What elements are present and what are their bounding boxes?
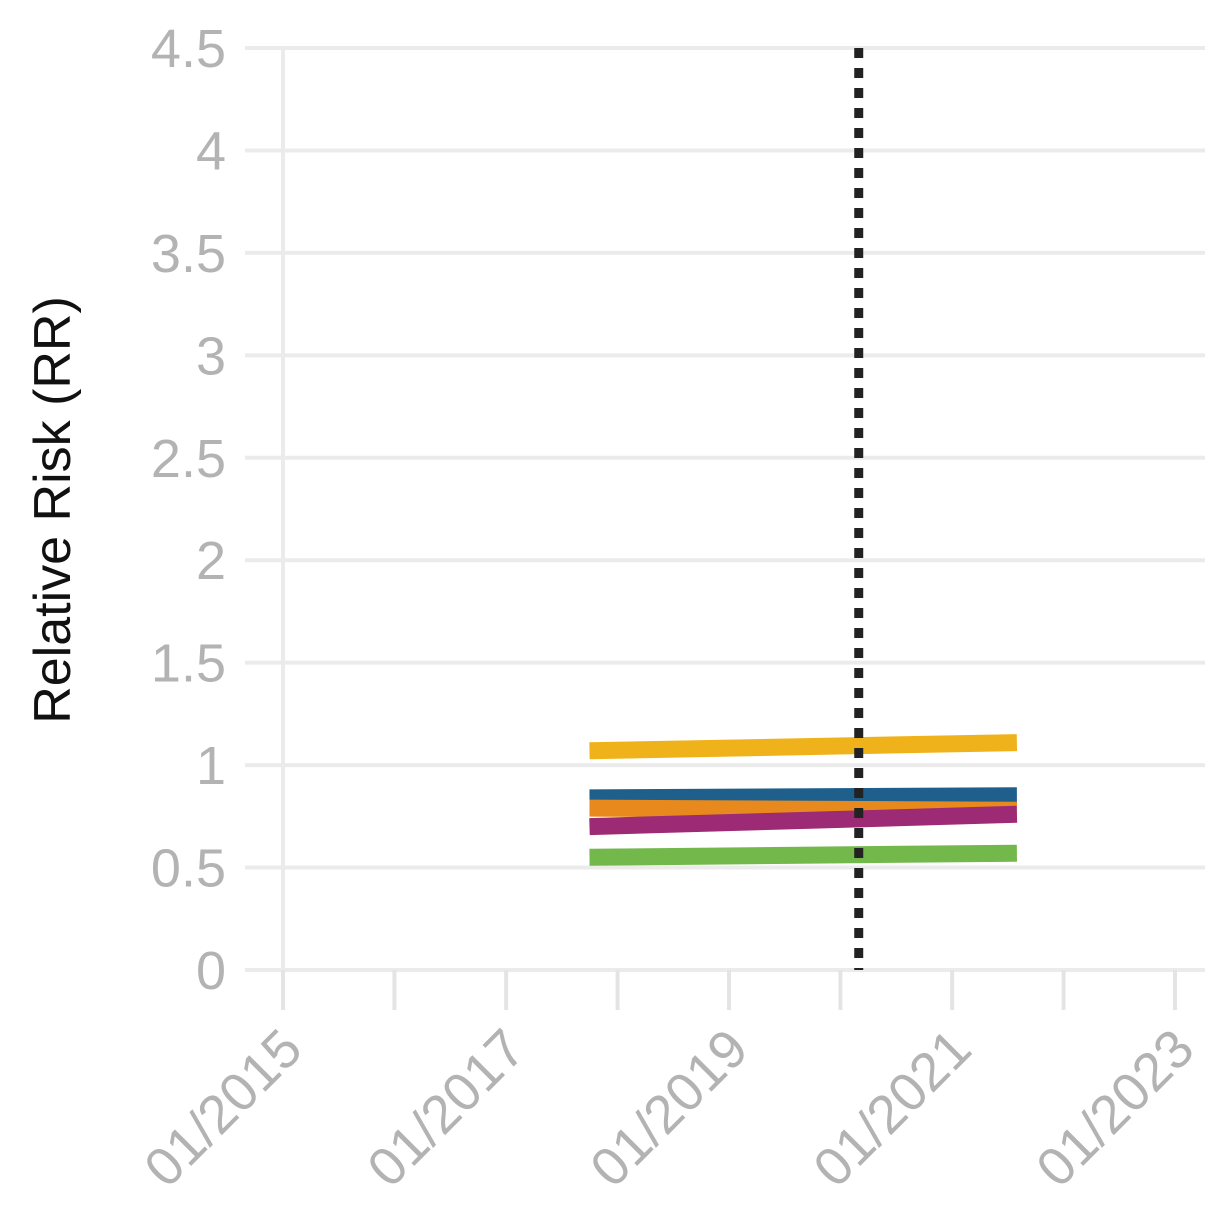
x-tick-labels: 01/2015 01/2017 01/2019 01/2021 01/2023 — [133, 1018, 1205, 1198]
x-tick-label: 01/2023 — [1025, 1018, 1205, 1198]
y-tick-label: 3 — [196, 326, 226, 386]
y-tick-label: 3.5 — [151, 224, 226, 284]
y-tick-label: 1.5 — [151, 634, 226, 694]
series-line-1 — [590, 743, 1017, 751]
y-tick-label: 4.5 — [151, 19, 226, 79]
x-tick-label: 01/2019 — [579, 1018, 759, 1198]
x-tick-label: 01/2017 — [356, 1018, 536, 1198]
x-tick-label: 01/2015 — [133, 1018, 313, 1198]
y-axis-title: Relative Risk (RR) — [24, 296, 82, 724]
y-tick-label: 0 — [196, 941, 226, 1001]
series-line-2 — [590, 796, 1017, 798]
series-lines — [590, 743, 1017, 858]
y-tick-label: 4 — [196, 121, 226, 181]
y-tick-label: 2 — [196, 531, 226, 591]
gridlines — [245, 48, 1205, 970]
x-axis-ticks — [283, 970, 1175, 1010]
series-line-5 — [590, 853, 1017, 857]
y-tick-label: 2.5 — [151, 429, 226, 489]
y-tick-labels: 0 0.5 1 1.5 2 2.5 3 3.5 4 4.5 — [151, 19, 226, 1001]
y-tick-label: 0.5 — [151, 839, 226, 899]
y-tick-label: 1 — [196, 736, 226, 796]
x-tick-label: 01/2021 — [802, 1018, 982, 1198]
